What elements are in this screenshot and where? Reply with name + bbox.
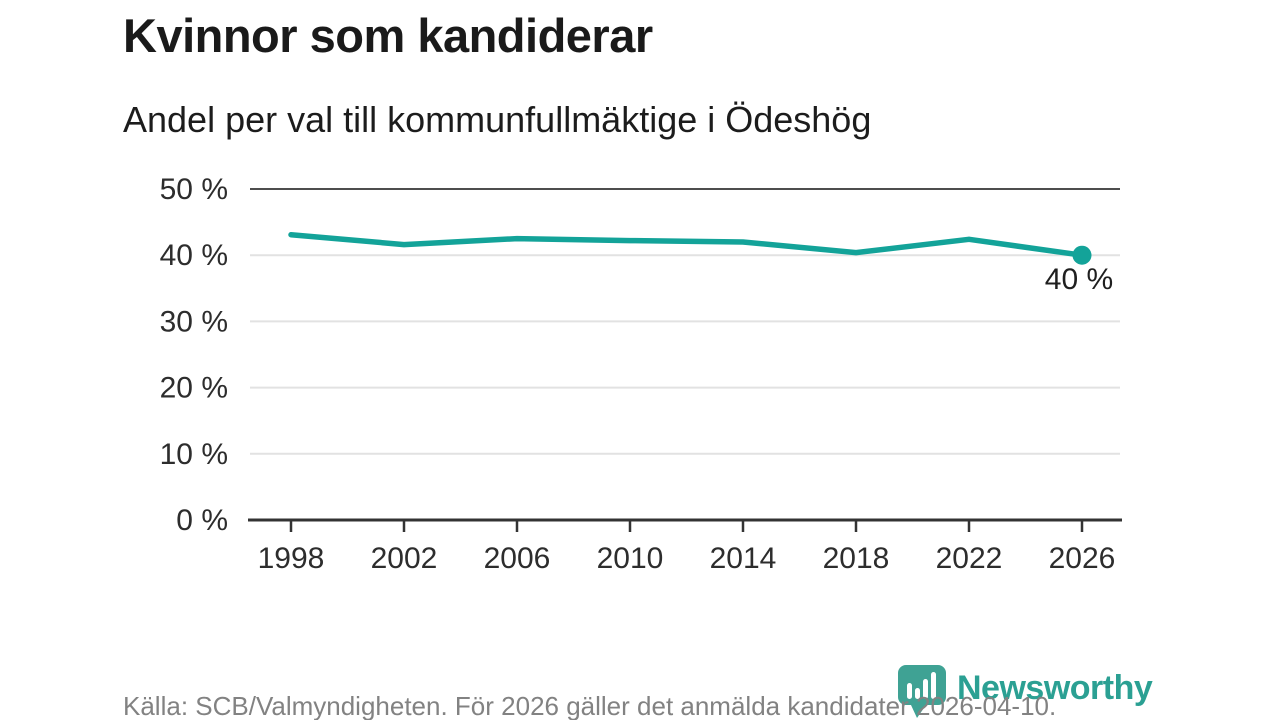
y-tick-label: 20 % — [160, 372, 228, 405]
y-tick-label: 40 % — [160, 239, 228, 272]
y-tick-label: 10 % — [160, 438, 228, 471]
x-tick-label: 2010 — [597, 542, 664, 575]
x-tick-label: 2018 — [823, 542, 890, 575]
x-tick-label: 2026 — [1049, 542, 1116, 575]
newsworthy-logo-icon — [898, 665, 946, 718]
x-tick-label: 2006 — [484, 542, 551, 575]
y-tick-label: 30 % — [160, 305, 228, 338]
x-tick-label: 2014 — [710, 542, 777, 575]
newsworthy-logo: Newsworthy — [896, 663, 1153, 719]
x-tick-label: 1998 — [258, 542, 325, 575]
x-tick-label: 2022 — [936, 542, 1003, 575]
endpoint-dot — [1072, 245, 1092, 265]
y-tick-label: 0 % — [176, 504, 228, 537]
endpoint-value-label: 40 % — [1045, 263, 1113, 296]
y-tick-label: 50 % — [160, 173, 228, 206]
line-chart: 0 % 10 % 20 % 30 % 40 % 50 % 1998 2002 2006 2010 2… — [160, 173, 1122, 575]
data-series-line — [288, 231, 1085, 258]
x-tick-label: 2002 — [371, 542, 438, 575]
chart-subtitle: Andel per val till kommunfullmäktige i Ö… — [123, 99, 872, 140]
chart-title: Kvinnor som kandiderar — [123, 9, 653, 62]
source-note: Källa: SCB/Valmyndigheten. För 2026 gäll… — [123, 691, 1057, 720]
newsworthy-logo-text: Newsworthy — [957, 669, 1153, 707]
